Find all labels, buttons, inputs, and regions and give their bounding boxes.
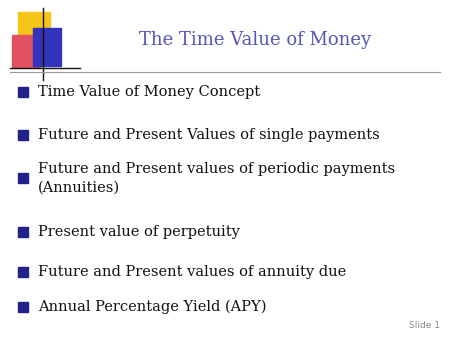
- Text: The Time Value of Money: The Time Value of Money: [139, 31, 371, 49]
- Bar: [18, 12, 50, 50]
- Bar: [18, 87, 28, 97]
- Text: Future and Present Values of single payments: Future and Present Values of single paym…: [38, 128, 380, 142]
- Text: Future and Present values of periodic payments
(Annuities): Future and Present values of periodic pa…: [38, 162, 395, 194]
- Bar: [18, 173, 28, 183]
- Text: Future and Present values of annuity due: Future and Present values of annuity due: [38, 265, 346, 279]
- Text: Time Value of Money Concept: Time Value of Money Concept: [38, 85, 260, 99]
- Text: Slide 1: Slide 1: [409, 321, 440, 330]
- Text: Present value of perpetuity: Present value of perpetuity: [38, 225, 240, 239]
- Bar: [33, 28, 61, 66]
- Bar: [12, 35, 40, 67]
- Bar: [18, 227, 28, 237]
- Text: Annual Percentage Yield (APY): Annual Percentage Yield (APY): [38, 300, 266, 314]
- Bar: [18, 302, 28, 312]
- Bar: [18, 267, 28, 277]
- Bar: [18, 130, 28, 140]
